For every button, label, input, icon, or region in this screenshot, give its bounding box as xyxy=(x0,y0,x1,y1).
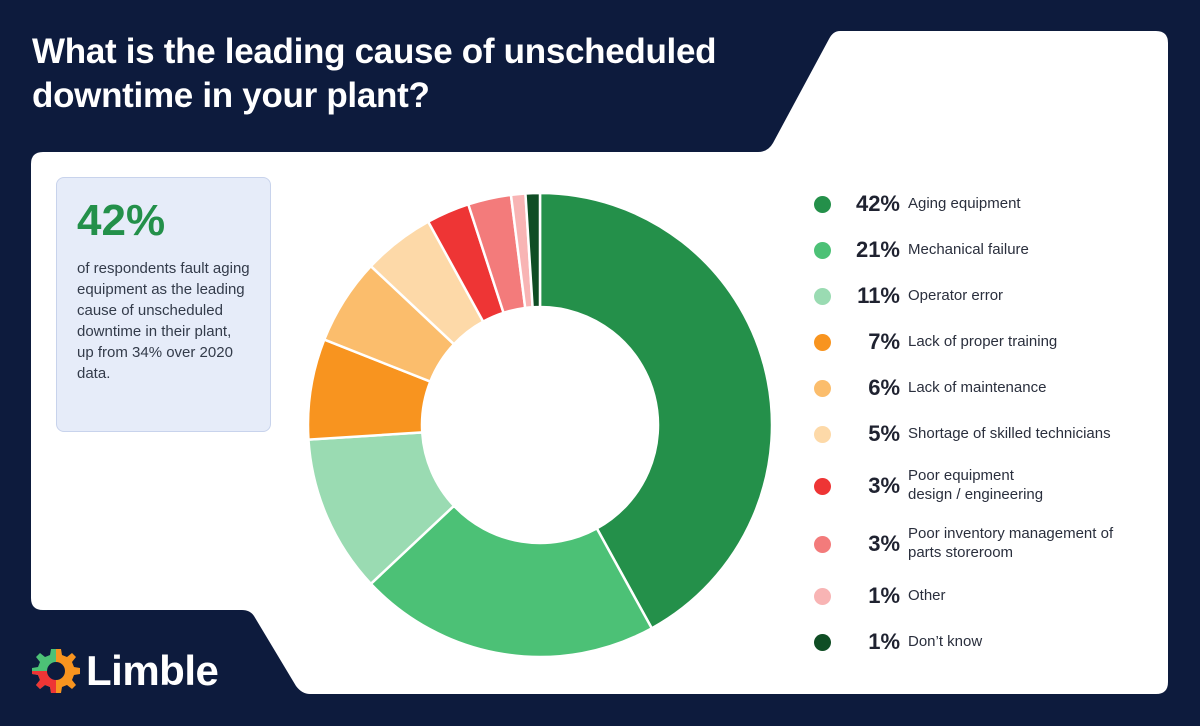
donut-slice-10 xyxy=(524,191,542,309)
stat-callout: 42% of respondents fault aging equipment… xyxy=(56,177,271,432)
legend-label: Operator error xyxy=(908,287,1004,304)
legend-swatch xyxy=(814,196,831,213)
donut-chart xyxy=(306,191,774,659)
legend-percent: 21% xyxy=(855,237,900,262)
legend-label: Shortage of skilled technicians xyxy=(908,425,1111,442)
gear-logo-icon xyxy=(32,649,80,693)
legend-swatch xyxy=(814,426,831,443)
legend-swatch xyxy=(814,380,831,397)
legend-label: Lack of maintenance xyxy=(908,379,1047,396)
brand-name: Limble xyxy=(86,647,219,694)
legend-swatch xyxy=(814,478,831,495)
legend-percent: 7% xyxy=(868,329,900,354)
legend-percent: 3% xyxy=(868,473,900,498)
legend-percent: 5% xyxy=(868,421,900,446)
callout-text: of respondents fault aging equipment as … xyxy=(77,260,250,382)
legend-label: Mechanical failure xyxy=(908,241,1029,258)
legend-swatch xyxy=(814,634,831,651)
legend-percent: 3% xyxy=(868,531,900,556)
callout-value: 42% xyxy=(77,196,166,245)
page-title: What is the leading cause of unscheduled… xyxy=(32,32,717,115)
donut-slice-2 xyxy=(369,504,654,659)
donut-slice-1 xyxy=(538,191,774,631)
legend-swatch xyxy=(814,288,831,305)
legend-label: Aging equipment xyxy=(908,195,1021,212)
legend-swatch xyxy=(814,536,831,553)
legend-percent: 1% xyxy=(868,629,900,654)
legend-label: Other xyxy=(908,587,946,604)
legend-percent: 11% xyxy=(857,283,900,308)
legend-swatch xyxy=(814,588,831,605)
legend-label: Poor equipment design / engineering xyxy=(908,467,1044,503)
legend-percent: 42% xyxy=(855,191,900,216)
legend-label: Poor inventory management of parts store… xyxy=(908,525,1114,561)
legend-percent: 6% xyxy=(868,375,900,400)
legend-label: Don’t know xyxy=(908,633,983,650)
legend-percent: 1% xyxy=(868,583,900,608)
legend-swatch xyxy=(814,334,831,351)
legend-swatch xyxy=(814,242,831,259)
legend-label: Lack of proper training xyxy=(908,333,1058,350)
